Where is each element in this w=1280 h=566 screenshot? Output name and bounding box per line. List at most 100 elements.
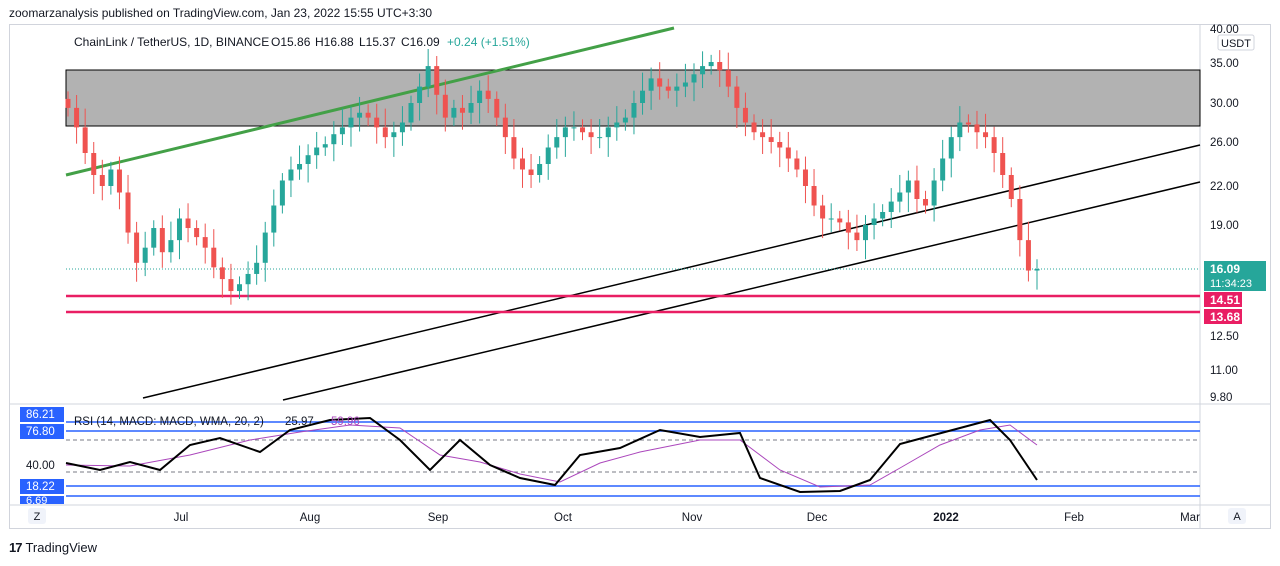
currency-button[interactable] xyxy=(1217,34,1255,51)
candle-body[interactable] xyxy=(271,205,277,233)
candle-body[interactable] xyxy=(562,127,568,138)
candle-body[interactable] xyxy=(442,94,448,118)
candle-body[interactable] xyxy=(468,103,474,113)
candle-body[interactable] xyxy=(640,90,646,103)
candle-body[interactable] xyxy=(554,137,560,148)
candle-body[interactable] xyxy=(202,237,208,248)
candle-body[interactable] xyxy=(820,205,826,219)
candle-body[interactable] xyxy=(777,142,783,148)
candle-body[interactable] xyxy=(648,78,654,91)
candle-body[interactable] xyxy=(657,78,663,87)
candle-body[interactable] xyxy=(511,137,517,159)
candle-body[interactable] xyxy=(399,122,405,133)
lower-channel-line[interactable] xyxy=(282,181,1201,401)
candle-body[interactable] xyxy=(1034,269,1040,271)
candle-body[interactable] xyxy=(760,132,766,138)
candle-body[interactable] xyxy=(580,127,586,133)
candle-body[interactable] xyxy=(768,137,774,142)
candle-body[interactable] xyxy=(408,103,414,123)
candle-body[interactable] xyxy=(74,107,80,128)
candle-body[interactable] xyxy=(194,228,200,238)
candle-body[interactable] xyxy=(1017,199,1023,241)
candle-body[interactable] xyxy=(434,66,440,95)
candle-body[interactable] xyxy=(665,86,671,91)
candle-body[interactable] xyxy=(331,134,337,145)
candle-body[interactable] xyxy=(682,82,688,87)
candle-body[interactable] xyxy=(451,107,457,118)
candle-body[interactable] xyxy=(211,247,217,268)
candle-body[interactable] xyxy=(176,218,182,241)
rsi-signal-line[interactable] xyxy=(65,424,1038,488)
candle-body[interactable] xyxy=(871,218,877,226)
candle-body[interactable] xyxy=(940,158,946,181)
price-axis[interactable]: 40.00 35.00 30.00 26.00 22.00 19.00 12.5… xyxy=(1210,24,1239,404)
candle-body[interactable] xyxy=(391,132,397,138)
candle-body[interactable] xyxy=(417,86,423,103)
candle-body[interactable] xyxy=(374,117,380,128)
auto-scale-button[interactable] xyxy=(1228,508,1246,524)
upper-channel-line[interactable] xyxy=(142,144,1201,399)
candle-body[interactable] xyxy=(297,164,303,170)
candle-body[interactable] xyxy=(674,86,680,91)
candle-body[interactable] xyxy=(923,199,929,206)
candle-body[interactable] xyxy=(237,284,243,292)
candle-body[interactable] xyxy=(905,180,911,193)
candle-body[interactable] xyxy=(314,147,320,156)
candle-body[interactable] xyxy=(185,218,191,229)
candle-body[interactable] xyxy=(519,158,525,170)
candle-body[interactable] xyxy=(854,232,860,241)
candle-body[interactable] xyxy=(862,225,868,241)
candle-body[interactable] xyxy=(477,90,483,103)
candle-body[interactable] xyxy=(880,212,886,219)
candle-body[interactable] xyxy=(597,137,603,139)
candle-body[interactable] xyxy=(219,267,225,280)
candle-body[interactable] xyxy=(1008,175,1014,199)
candle-body[interactable] xyxy=(588,132,594,138)
candle-body[interactable] xyxy=(99,175,105,186)
candle-body[interactable] xyxy=(108,169,114,187)
candle-body[interactable] xyxy=(459,107,465,113)
candle-body[interactable] xyxy=(983,132,989,138)
candle-body[interactable] xyxy=(700,66,706,75)
candle-body[interactable] xyxy=(142,247,148,263)
candle-body[interactable] xyxy=(845,222,851,233)
candle-body[interactable] xyxy=(322,144,328,148)
candle-body[interactable] xyxy=(537,164,543,175)
candle-body[interactable] xyxy=(545,147,551,165)
candle-body[interactable] xyxy=(837,218,843,223)
green-trend-line[interactable] xyxy=(65,26,675,177)
candle-body[interactable] xyxy=(494,98,500,118)
candle-body[interactable] xyxy=(914,180,920,200)
candle-body[interactable] xyxy=(931,180,937,206)
candle-body[interactable] xyxy=(631,103,637,118)
time-axis[interactable]: Jul Aug Sep Oct Nov Dec 2022 Feb Mar xyxy=(174,512,1200,524)
candle-body[interactable] xyxy=(725,70,731,87)
candle-body[interactable] xyxy=(614,122,620,128)
candle-body[interactable] xyxy=(622,117,628,123)
candle-body[interactable] xyxy=(82,127,88,153)
candle-body[interactable] xyxy=(802,169,808,187)
candle-body[interactable] xyxy=(365,112,371,118)
rsi-line[interactable] xyxy=(65,416,1038,494)
candle-body[interactable] xyxy=(425,66,431,87)
candle-body[interactable] xyxy=(751,122,757,133)
candle-body[interactable] xyxy=(708,62,714,67)
candle-body[interactable] xyxy=(168,240,174,253)
candle-body[interactable] xyxy=(734,86,740,108)
candle-body[interactable] xyxy=(794,158,800,170)
candle-body[interactable] xyxy=(897,192,903,202)
candle-body[interactable] xyxy=(811,186,817,206)
candle-body[interactable] xyxy=(254,262,260,274)
candle-body[interactable] xyxy=(605,127,611,138)
candle-body[interactable] xyxy=(948,137,954,159)
candle-body[interactable] xyxy=(134,232,140,263)
candle-body[interactable] xyxy=(279,180,285,206)
candle-body[interactable] xyxy=(502,117,508,138)
candle-body[interactable] xyxy=(828,218,834,220)
candle-body[interactable] xyxy=(357,112,363,118)
candle-body[interactable] xyxy=(528,169,534,176)
candle-body[interactable] xyxy=(691,74,697,83)
candle-body[interactable] xyxy=(228,279,234,292)
candle-body[interactable] xyxy=(288,169,294,181)
